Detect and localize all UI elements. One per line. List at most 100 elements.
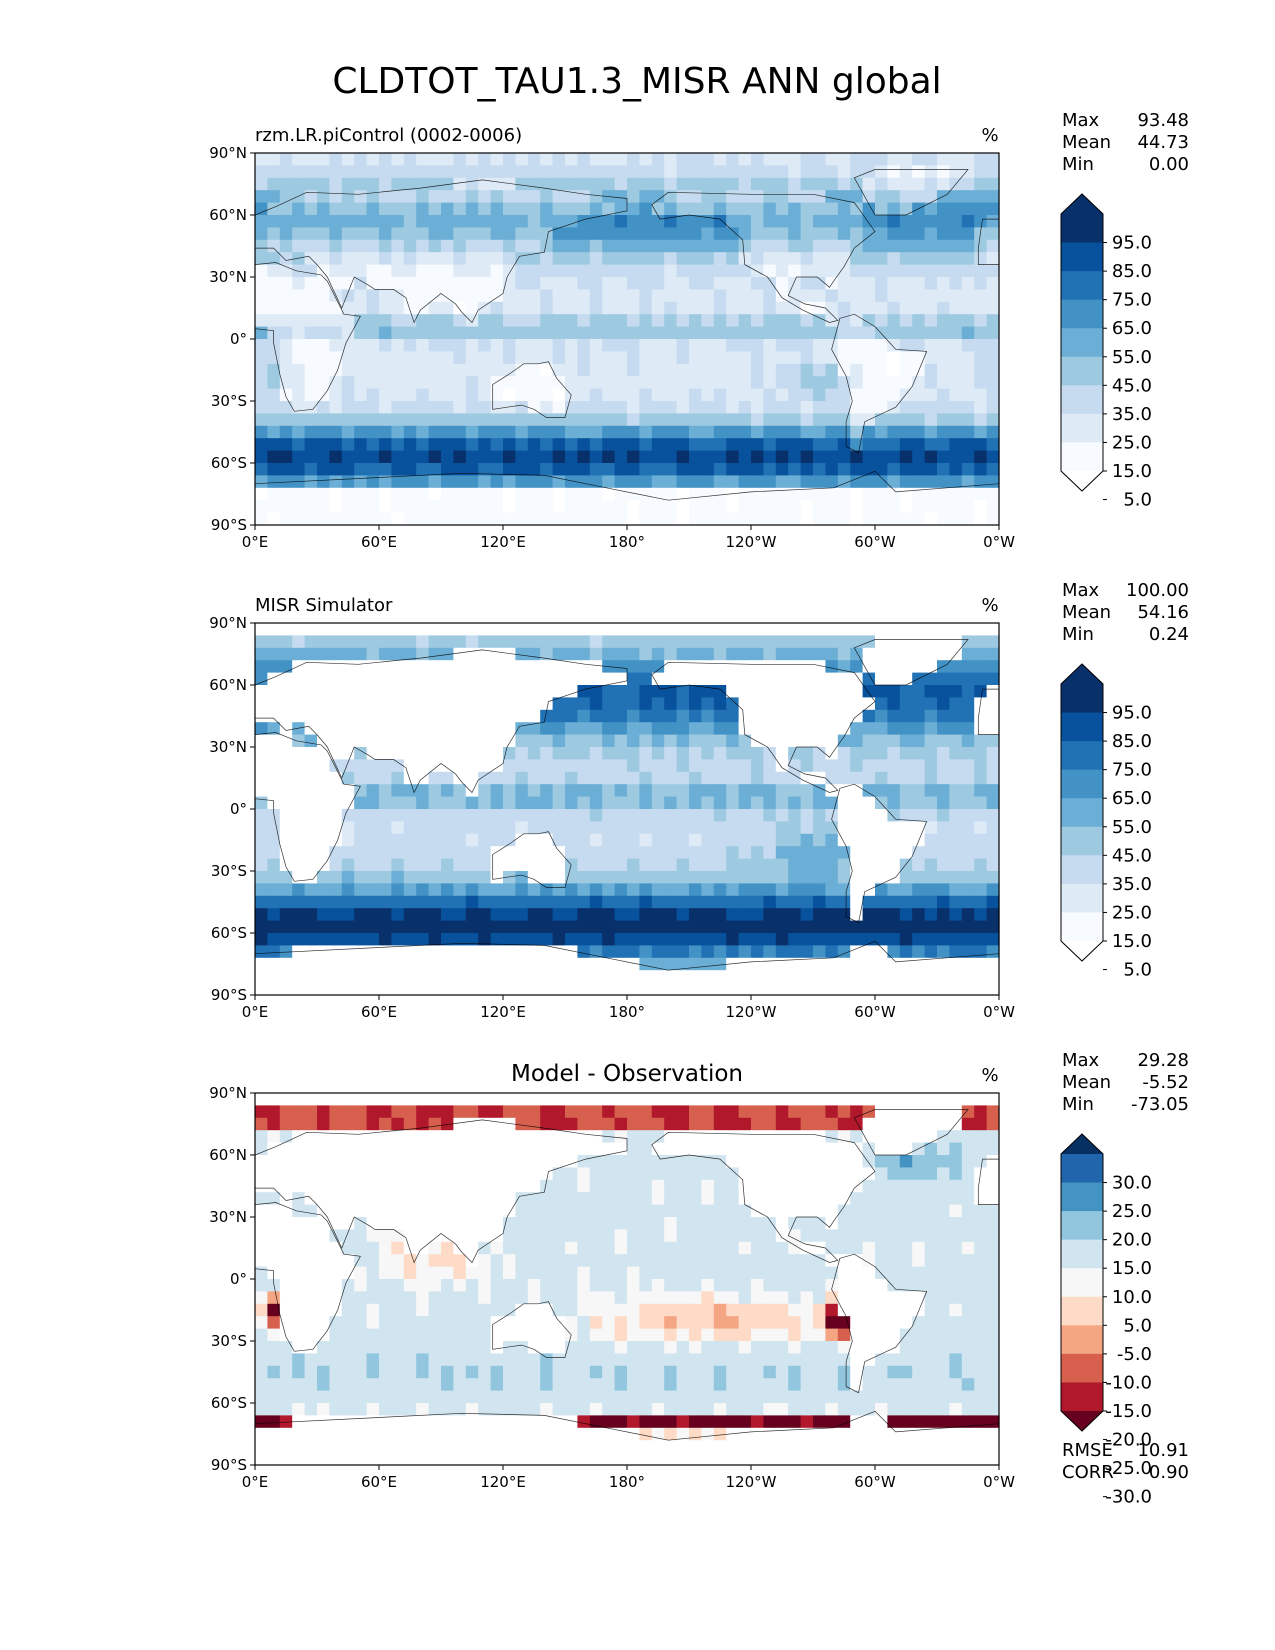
map-cell xyxy=(565,871,578,884)
coastline-6 xyxy=(492,361,572,418)
map-cell xyxy=(552,734,566,748)
map-cell xyxy=(627,1217,640,1230)
map-cell xyxy=(986,796,1000,810)
map-cell xyxy=(428,289,442,303)
y-tick-label: 60°N xyxy=(209,206,247,224)
map-cell xyxy=(478,289,492,303)
map-cell xyxy=(441,264,454,278)
map-cell xyxy=(676,697,690,711)
map-cell xyxy=(850,500,864,514)
map-cell xyxy=(391,722,405,736)
map-cell xyxy=(664,982,678,996)
map-cell xyxy=(701,351,715,365)
map-cell xyxy=(825,1093,839,1106)
map-cell xyxy=(887,635,901,649)
map-cell xyxy=(341,190,355,204)
map-cell xyxy=(800,401,814,414)
map-cell xyxy=(887,747,901,760)
map-cell xyxy=(627,1279,640,1292)
map-cell xyxy=(961,202,975,216)
map-cell xyxy=(366,796,380,810)
map-cell xyxy=(354,722,368,736)
map-cell xyxy=(416,1179,430,1193)
map-cell xyxy=(738,487,752,501)
map-cell xyxy=(800,796,814,810)
map-cell xyxy=(428,1204,442,1218)
map-cell xyxy=(862,190,876,204)
stat-value: 93.48 xyxy=(1137,110,1189,131)
map-cell xyxy=(441,401,454,414)
map-cell xyxy=(589,1204,603,1218)
map-cell xyxy=(602,1117,616,1131)
map-cell xyxy=(614,264,628,278)
map-cell xyxy=(552,1316,566,1330)
map-cell xyxy=(751,635,764,649)
map-cell xyxy=(478,809,492,822)
map-cell xyxy=(813,1328,826,1342)
map-cell xyxy=(304,1142,318,1156)
map-cell xyxy=(379,438,392,452)
map-cell xyxy=(304,264,318,278)
map-cell xyxy=(924,363,938,377)
map-cell xyxy=(478,722,492,736)
map-cell xyxy=(701,1328,715,1342)
map-cell xyxy=(887,1254,901,1268)
map-cell xyxy=(255,623,268,636)
map-cell xyxy=(354,970,368,984)
map-cell xyxy=(614,647,628,661)
map-cell xyxy=(825,970,839,984)
map-cell xyxy=(589,1179,603,1193)
map-cell xyxy=(292,475,306,489)
map-cell xyxy=(763,957,777,971)
map-cell xyxy=(961,1167,975,1181)
map-cell xyxy=(354,957,368,971)
map-cell xyxy=(639,833,653,847)
map-cell xyxy=(441,252,454,266)
map-cell xyxy=(366,1117,380,1131)
map-cell xyxy=(255,697,268,711)
map-cell xyxy=(490,289,504,303)
map-cell xyxy=(403,796,417,810)
map-cell xyxy=(639,858,653,872)
map-cell xyxy=(825,833,839,847)
map-cell xyxy=(441,351,454,365)
map-cell xyxy=(403,895,417,909)
map-cell xyxy=(949,289,963,303)
map-cell xyxy=(800,685,814,698)
map-cell xyxy=(961,165,975,179)
map-cell xyxy=(428,438,442,452)
map-cell xyxy=(255,883,268,897)
y-tick-label: 60°N xyxy=(209,676,247,694)
map-cell xyxy=(614,970,628,984)
map-cell xyxy=(317,1142,330,1156)
map-cell xyxy=(813,401,826,414)
map-cell xyxy=(503,635,516,649)
map-cell xyxy=(503,895,516,909)
map-cell xyxy=(627,401,640,414)
map-cell xyxy=(937,1130,950,1144)
map-cell xyxy=(354,363,368,377)
map-cell xyxy=(974,1316,988,1330)
map-cell xyxy=(267,1130,281,1144)
map-cell xyxy=(255,660,268,674)
map-cell xyxy=(775,425,789,439)
map-cell xyxy=(875,363,888,377)
map-cell xyxy=(837,623,851,636)
map-cell xyxy=(527,883,541,897)
map-cell xyxy=(924,314,938,328)
map-cell xyxy=(862,1266,876,1280)
map-cell xyxy=(527,660,541,674)
map-cell xyxy=(763,190,777,204)
map-cell xyxy=(565,660,578,674)
map-cell xyxy=(862,1093,876,1106)
map-cell xyxy=(850,475,864,489)
map-cell xyxy=(862,363,876,377)
map-cell xyxy=(379,1229,392,1243)
map-cell xyxy=(738,672,752,686)
map-cell xyxy=(391,1217,405,1230)
map-cell xyxy=(738,376,752,390)
map-cell xyxy=(403,1117,417,1131)
map-cell xyxy=(875,165,888,179)
map-cell xyxy=(416,1328,430,1342)
map-cell xyxy=(850,1279,864,1292)
